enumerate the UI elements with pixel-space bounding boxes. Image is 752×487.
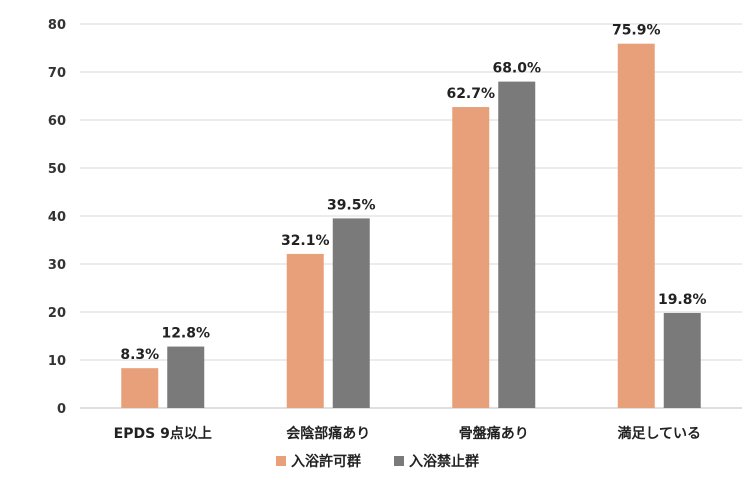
bar-permitted	[452, 107, 490, 408]
data-label: 32.1%	[281, 233, 330, 249]
y-tick-label: 0	[57, 402, 66, 417]
data-label: 12.8%	[161, 326, 210, 342]
y-tick-label: 50	[48, 162, 66, 177]
y-tick-label: 80	[48, 18, 66, 33]
data-label: 75.9%	[612, 23, 661, 39]
data-label: 19.8%	[658, 292, 707, 308]
category-label: 満足している	[617, 425, 701, 442]
bar-permitted	[617, 43, 655, 409]
y-tick-label: 20	[48, 306, 66, 321]
category-label: EPDS 9点以上	[114, 425, 212, 442]
bar-prohibited	[663, 312, 701, 408]
category-label: 骨盤痛あり	[459, 425, 529, 442]
bars	[121, 43, 701, 409]
x-axis: EPDS 9点以上 会陰部痛あり 骨盤痛あり 満足している	[114, 425, 701, 442]
legend-label: 入浴禁止群	[409, 453, 479, 470]
bar-prohibited	[498, 81, 536, 408]
bar-prohibited	[167, 346, 205, 408]
y-tick-label: 70	[48, 66, 66, 81]
bar-permitted	[286, 253, 324, 408]
legend-label: 入浴許可群	[291, 453, 361, 470]
data-label: 62.7%	[446, 86, 495, 102]
category-label: 会陰部痛あり	[286, 425, 370, 442]
y-tick-label: 40	[48, 210, 66, 225]
y-tick-label: 10	[48, 354, 66, 369]
legend-swatch	[276, 456, 286, 466]
legend: 入浴許可群 入浴禁止群	[276, 453, 479, 470]
legend-swatch	[394, 456, 404, 466]
data-label: 39.5%	[327, 197, 376, 213]
y-axis: 0 10 20 30 40 50 60 70 80	[48, 18, 66, 417]
legend-item: 入浴禁止群	[394, 453, 479, 470]
bar-permitted	[121, 368, 159, 408]
y-tick-label: 60	[48, 114, 66, 129]
legend-item: 入浴許可群	[276, 453, 361, 470]
y-tick-label: 30	[48, 258, 66, 273]
data-label: 68.0%	[492, 61, 541, 77]
bar-prohibited	[332, 218, 370, 408]
data-labels: 8.3%12.8% 32.1% 39.5% 62.7% 68.0% 75.9% 19.8%	[120, 23, 706, 363]
data-label: 8.3%	[120, 347, 159, 363]
